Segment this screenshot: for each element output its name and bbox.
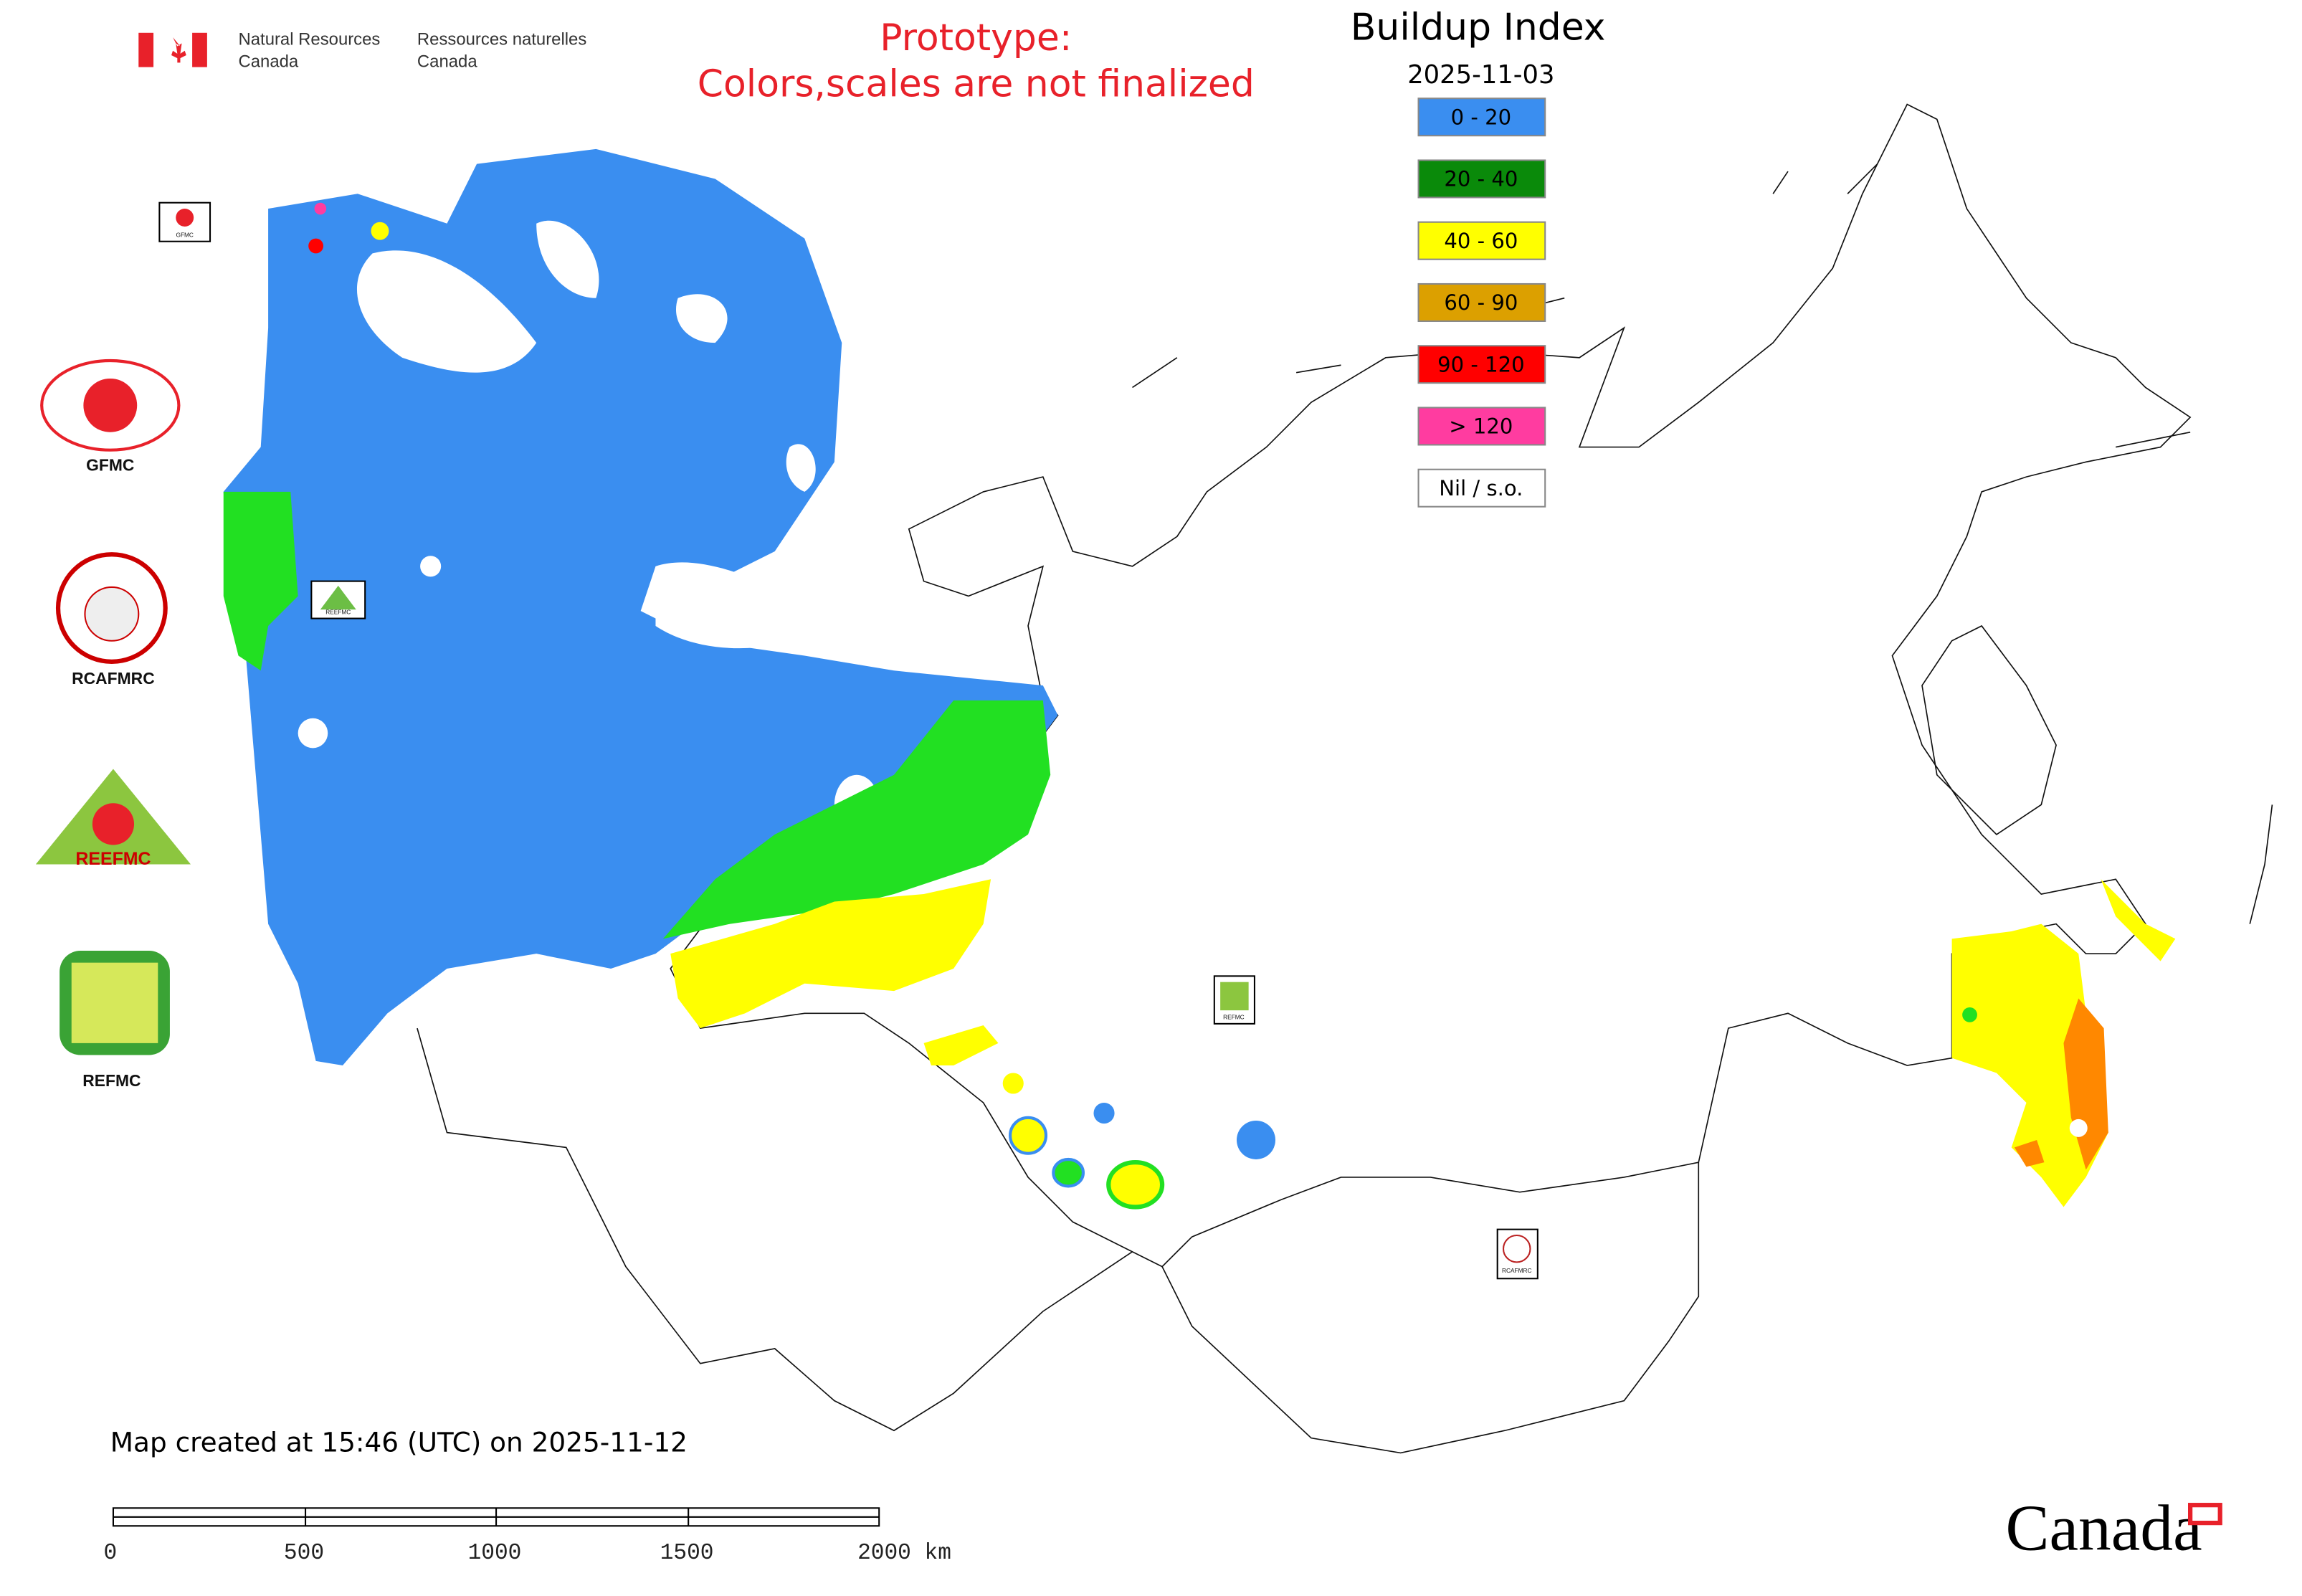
- scale-label: 1000: [468, 1541, 522, 1566]
- legend-swatch: [1417, 468, 1546, 508]
- field-40-60: [1002, 1073, 1024, 1094]
- scale-bar: 0 500 1000 1500 2000 km: [103, 1507, 951, 1566]
- legend-label: 90 - 120: [1437, 352, 1524, 376]
- marker-label: RCAFMRC: [1502, 1267, 1531, 1274]
- field-0-20: [1093, 1103, 1115, 1124]
- field-0-20: [1237, 1120, 1276, 1159]
- legend-title: Buildup Index: [1351, 6, 1606, 49]
- agency-fr: Canada: [417, 52, 477, 72]
- flag-bar: [192, 32, 207, 67]
- water: [2069, 1118, 2088, 1137]
- notice: Prototype:: [880, 16, 1072, 60]
- marker-label: REEFMC: [325, 608, 351, 615]
- created-note: Map created at 15:46 (UTC) on 2025-11-12: [110, 1426, 688, 1458]
- marker-label: REFMC: [1223, 1014, 1245, 1021]
- logo-gfmc: [83, 378, 138, 432]
- field-20-40: [223, 491, 1051, 939]
- agency-fr: Ressources naturelles: [417, 29, 586, 49]
- field-40-60: [371, 222, 389, 240]
- logo-label: REEFMC: [75, 849, 151, 869]
- legend-swatch: [1417, 221, 1546, 260]
- maple-leaf: [171, 37, 186, 63]
- field-90-120: [308, 238, 323, 254]
- water: [298, 718, 328, 749]
- field-40-60: [670, 879, 2176, 1207]
- index-field: [223, 148, 2176, 1210]
- scale-label: 1500: [660, 1541, 714, 1566]
- scale-label: 0: [103, 1541, 117, 1566]
- marker-icon: [1502, 1234, 1531, 1263]
- wordmark-flag: [2188, 1503, 2222, 1526]
- nrcan-signature: Natural Resources Canada Ressources natu…: [138, 29, 586, 72]
- marker-icon: [320, 585, 356, 610]
- legend-label: 40 - 60: [1444, 229, 1518, 253]
- coastline: [1132, 163, 2273, 924]
- canada-wordmark: Canada: [2005, 1492, 2202, 1564]
- map-markers: GFMC REEFMC REFMC RCAFMRC: [158, 201, 1538, 1280]
- agency-en: Canada: [239, 52, 299, 72]
- legend-date: 2025-11-03: [1407, 60, 1554, 90]
- country-border: [417, 1027, 1700, 1454]
- logo-label: RCAFMRC: [72, 669, 155, 688]
- field-20-40: [1962, 1007, 1977, 1022]
- field-40-60: [1106, 1160, 1165, 1210]
- field-40-60: [1009, 1116, 1048, 1155]
- scale-label: 2000 km: [857, 1541, 951, 1566]
- marker-label: GFMC: [176, 232, 193, 239]
- logo-refmc: [71, 962, 158, 1043]
- logo-rcafmrc: [84, 586, 140, 642]
- field-20-40: [1052, 1157, 1085, 1188]
- legend-label: 60 - 90: [1444, 290, 1518, 315]
- legend-swatch: [1417, 345, 1546, 384]
- country-border: [670, 103, 2192, 1268]
- legend-swatch: [1417, 282, 1546, 322]
- water: [420, 556, 442, 577]
- field-gt-120: [314, 202, 327, 215]
- marker-icon: [176, 209, 194, 227]
- logo-label: REFMC: [82, 1071, 141, 1090]
- legend-label: 20 - 40: [1444, 167, 1518, 191]
- legend-swatch: [1417, 159, 1546, 199]
- legend-label: 0 - 20: [1451, 105, 1511, 129]
- legend-swatch: [1417, 98, 1546, 137]
- notice: Colors,scales are not finalized: [698, 63, 1255, 106]
- legend-label: > 120: [1449, 414, 1513, 439]
- marker-icon: [1220, 982, 1249, 1011]
- legend-swatch: [1417, 407, 1546, 446]
- logo-label: GFMC: [86, 456, 134, 475]
- flag-bar: [138, 32, 154, 67]
- scale-label: 500: [284, 1541, 324, 1566]
- legend-label: Nil / s.o.: [1439, 476, 1523, 500]
- legend: Buildup Index 2025-11-03 0 - 20 20 - 40 40…: [1351, 6, 1606, 508]
- partner-logos: GFMC RCAFMRC REEFMC REFMC: [35, 358, 191, 1090]
- logo-reefmc: [92, 803, 135, 845]
- agency-en: Natural Resources: [239, 29, 381, 49]
- water: [356, 220, 834, 649]
- russia-outline: [417, 103, 2273, 1454]
